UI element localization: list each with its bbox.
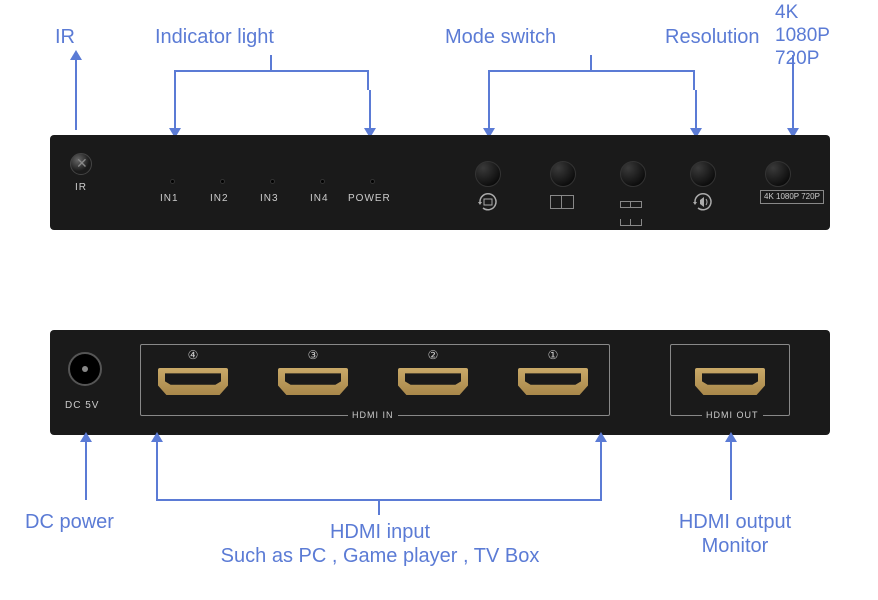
bracket-hin-stem [378,501,380,515]
bracket-hin-l [156,440,158,485]
dc-jack[interactable] [68,352,102,386]
dc-silk-label: DC 5V [65,400,99,411]
label-mode: Mode switch [445,25,556,49]
bracket-mode-r [695,90,697,130]
mode-btn-2[interactable] [550,161,576,187]
cycle-icon [475,192,501,212]
hdmi-num-3: ③ [278,348,348,362]
hdmi-out-silk: HDMI OUT [702,410,763,420]
label-res-options: 4K 1080P 720P [775,2,830,70]
label-ir: IR [55,25,75,49]
led-in4 [320,179,325,184]
arrow-ir [70,50,82,60]
mode-icon-split4 [620,195,642,231]
mode-btn-5[interactable] [765,161,791,187]
led-label-power: POWER [348,193,391,204]
led-in3 [270,179,275,184]
bracket-mode-l [488,90,490,130]
label-hdmi-out: HDMI output Monitor [650,510,820,558]
hdmi-in-1[interactable] [518,368,588,395]
led-label-in3: IN3 [260,193,279,204]
hdmi-num-2: ② [398,348,468,362]
arrow-hin-r [595,432,607,442]
label-resolution: Resolution [665,25,760,49]
mode-btn-4[interactable] [690,161,716,187]
led-label-in2: IN2 [210,193,229,204]
audio-cycle-icon [690,192,716,212]
arrow-hout [725,432,737,442]
bracket-mode [488,70,695,90]
hdmi-in-3[interactable] [278,368,348,395]
bracket-indicator [174,70,369,90]
hdmi-in-silk: HDMI IN [348,410,398,420]
device-back-panel: DC 5V ④ ③ ② ① HDMI IN HDMI OUT [50,330,830,435]
led-label-in1: IN1 [160,193,179,204]
mode-icon-split2 [550,195,574,214]
hdmi-num-4: ④ [158,348,228,362]
led-label-in4: IN4 [310,193,329,204]
arrow-res-line [792,55,794,130]
bracket-hin [156,483,602,501]
arrow-hin-l [151,432,163,442]
ir-sensor: ✕ [70,153,92,175]
label-dc: DC power [25,510,114,534]
arrow-hout-line [730,440,732,500]
bracket-hin-r [600,440,602,485]
ir-silk-label: IR [75,182,87,193]
hdmi-num-1: ① [518,348,588,362]
mode-btn-3[interactable] [620,161,646,187]
res-silk-box: 4K 1080P 720P [760,190,824,204]
label-indicator: Indicator light [155,25,274,49]
hdmi-in-2[interactable] [398,368,468,395]
bracket-ind-stem [270,55,272,71]
label-hdmi-in: HDMI input Such as PC , Game player , TV… [200,520,560,568]
device-front-panel: ✕ IR IN1 IN2 IN3 IN4 POWER 4K 1080P 720P [50,135,830,230]
led-in2 [220,179,225,184]
arrow-dc [80,432,92,442]
bracket-ind-r [369,90,371,130]
bracket-mode-stem [590,55,592,71]
hdmi-in-4[interactable] [158,368,228,395]
arrow-dc-line [85,440,87,500]
arrow-ir-line [75,60,77,130]
led-in1 [170,179,175,184]
mode-btn-1[interactable] [475,161,501,187]
led-power [370,179,375,184]
bracket-ind-l [174,90,176,130]
hdmi-out[interactable] [695,368,765,395]
